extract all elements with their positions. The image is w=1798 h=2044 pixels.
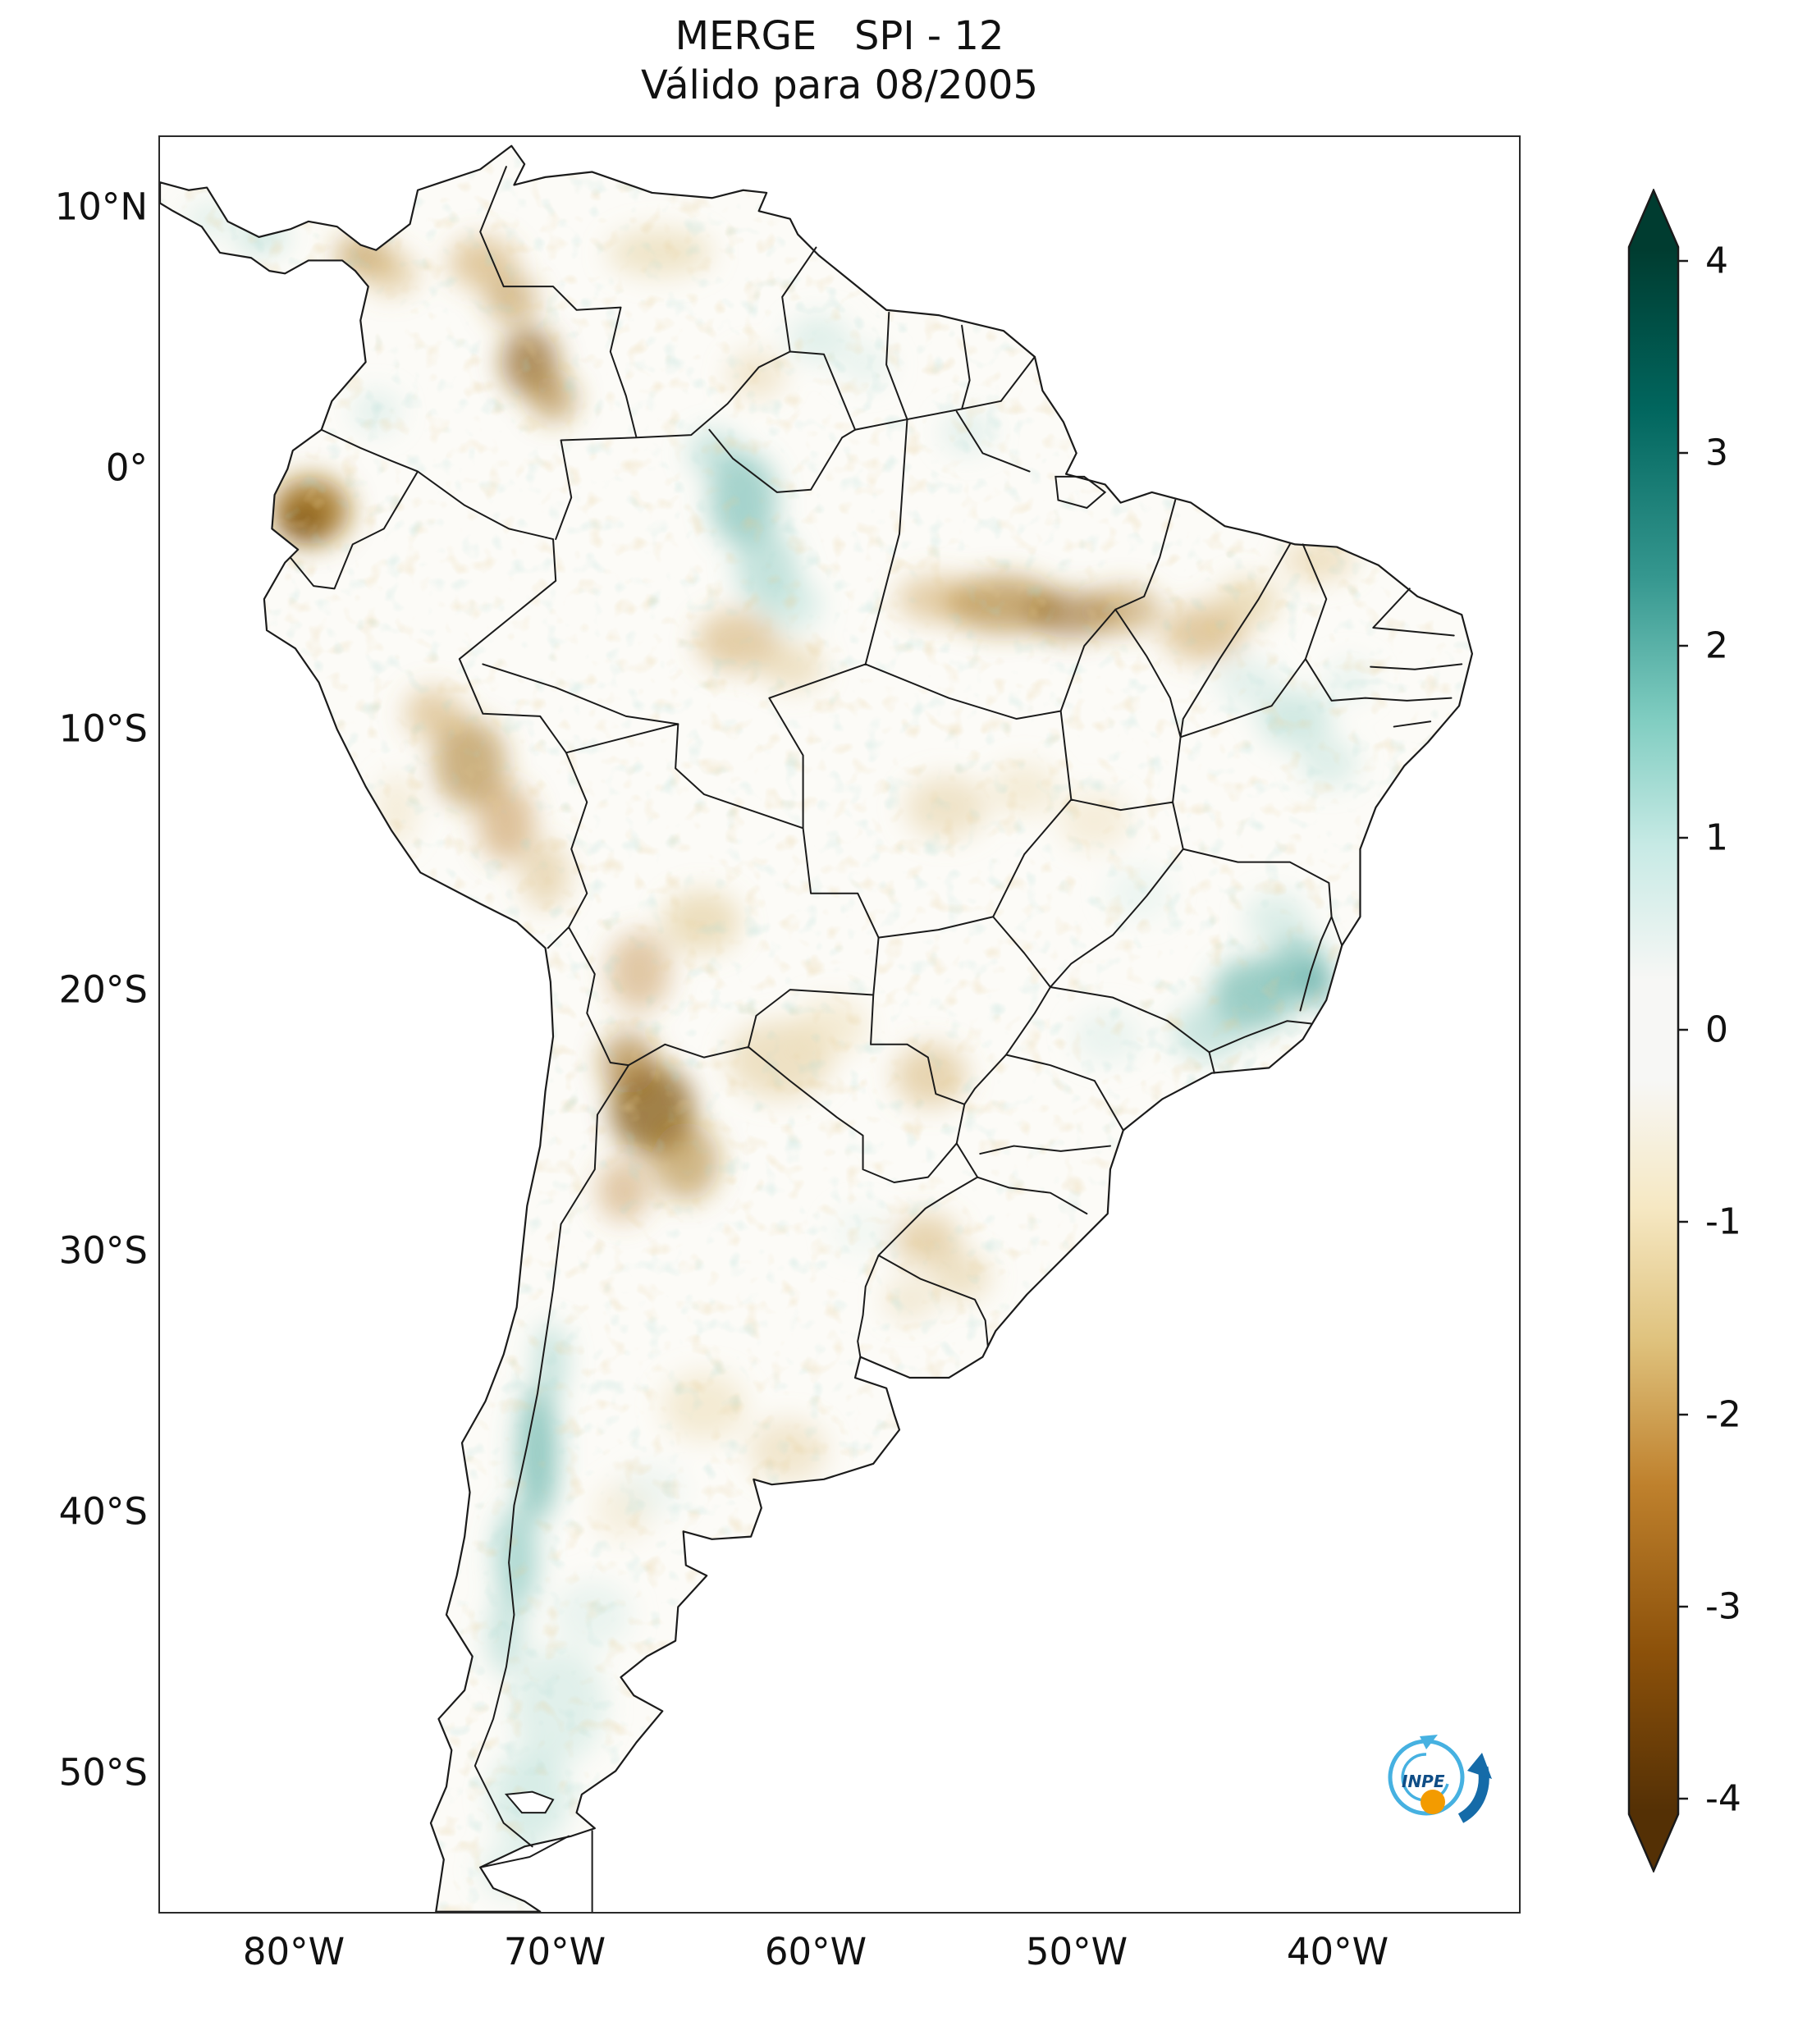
colorbar-tick-label: -4 bbox=[1705, 1777, 1741, 1820]
y-tick-label: 10°N bbox=[54, 185, 148, 229]
colorbar-tick-label: -1 bbox=[1705, 1200, 1741, 1243]
colorbar-tick-label: 4 bbox=[1705, 240, 1728, 282]
coastline bbox=[160, 146, 1472, 1912]
colorbar-ticks bbox=[1678, 259, 1688, 1800]
inpe-logo: INPE bbox=[1379, 1723, 1502, 1838]
map-plot-area: INPE bbox=[158, 135, 1521, 1914]
inpe-logo-text: INPE bbox=[1402, 1772, 1445, 1791]
colorbar-tick-label: -3 bbox=[1705, 1585, 1741, 1628]
y-tick-label: 50°S bbox=[58, 1750, 148, 1795]
patagonian-lake-outline bbox=[506, 1792, 553, 1813]
inpe-logo-arrow bbox=[1457, 1753, 1492, 1823]
colorbar-tick-label: -2 bbox=[1705, 1393, 1741, 1436]
colorbar-tick-label: 1 bbox=[1705, 816, 1728, 859]
colorbar-gradient-bar bbox=[1627, 189, 1680, 1873]
y-tick-label: 20°S bbox=[58, 967, 148, 1012]
inpe-logo-graphic: INPE bbox=[1388, 1735, 1492, 1823]
colorbar-tick-label: 3 bbox=[1705, 432, 1728, 474]
x-tick-label: 50°W bbox=[1025, 1930, 1128, 1973]
figure-subtitle: Válido para 08/2005 bbox=[641, 62, 1038, 108]
spi-raster-layer bbox=[160, 145, 1472, 1912]
colorbar bbox=[1627, 189, 1688, 1873]
x-tick-label: 70°W bbox=[503, 1930, 606, 1973]
x-tick-label: 60°W bbox=[764, 1930, 867, 1973]
colorbar-tick-label: 0 bbox=[1705, 1008, 1728, 1051]
state-borders bbox=[483, 412, 1462, 1214]
y-tick-label: 10°S bbox=[58, 706, 148, 751]
y-tick-label: 30°S bbox=[58, 1228, 148, 1273]
colorbar-tick-label: 2 bbox=[1705, 624, 1728, 667]
y-tick-label: 40°S bbox=[58, 1489, 148, 1534]
south-america-map bbox=[160, 137, 1519, 1912]
x-tick-label: 40°W bbox=[1286, 1930, 1389, 1973]
inpe-logo-planet bbox=[1421, 1790, 1445, 1814]
y-tick-label: 0° bbox=[105, 446, 148, 490]
x-tick-label: 80°W bbox=[242, 1930, 345, 1973]
figure-title: MERGE SPI - 12 bbox=[675, 13, 1004, 59]
